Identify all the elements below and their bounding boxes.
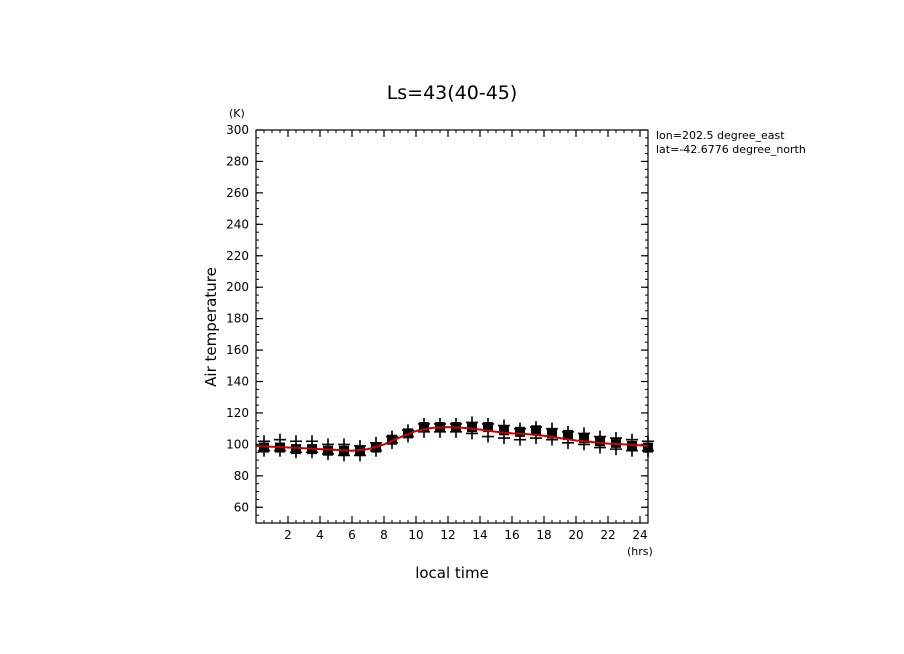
y-tick-label: 160: [226, 343, 249, 357]
chart-title: Ls=43(40-45): [387, 82, 518, 104]
y-tick-label: 280: [226, 154, 249, 168]
x-tick-label: 8: [380, 528, 388, 542]
y-tick-label: 260: [226, 186, 249, 200]
square-point: [483, 422, 493, 433]
x-tick-label: 6: [348, 528, 356, 542]
y-tick-label: 120: [226, 406, 249, 420]
y-tick-label: 220: [226, 249, 249, 263]
annotation-lat: lat=-42.6776 degree_north: [656, 143, 806, 156]
x-tick-label: 14: [472, 528, 487, 542]
square-point: [259, 442, 269, 453]
square-point: [515, 426, 525, 437]
square-point: [611, 437, 621, 448]
square-point: [531, 425, 541, 436]
x-tick-label: 12: [440, 528, 455, 542]
square-point: [547, 428, 557, 439]
square-point: [595, 436, 605, 447]
annotation-lon: lon=202.5 degree_east: [656, 129, 785, 142]
square-point: [627, 440, 637, 451]
y-tick-label: 180: [226, 312, 249, 326]
y-tick-label: 100: [226, 437, 249, 451]
square-point: [419, 422, 429, 433]
x-tick-label: 16: [504, 528, 519, 542]
square-point: [323, 445, 333, 456]
y-tick-label: 200: [226, 280, 249, 294]
x-tick-label: 20: [568, 528, 583, 542]
y-axis-unit: (K): [229, 107, 245, 120]
square-point: [387, 434, 397, 445]
y-tick-label: 80: [234, 469, 249, 483]
axis-ticks: 2 4 6 8 10 12 14 16 18 20 22 2460801001201401601802…: [226, 123, 648, 542]
x-axis-unit: (hrs): [627, 545, 653, 558]
square-point: [563, 429, 573, 440]
cross-point: [482, 430, 494, 443]
x-tick-label: 10: [408, 528, 423, 542]
square-point: [499, 425, 509, 436]
y-tick-label: 60: [234, 500, 249, 514]
y-axis-label: Air temperature: [202, 267, 220, 387]
fit-line: [255, 426, 649, 452]
x-tick-label: 18: [536, 528, 551, 542]
x-tick-label: 2: [284, 528, 292, 542]
y-tick-label: 300: [226, 123, 249, 137]
x-tick-label: 22: [600, 528, 615, 542]
plot-frame: [255, 129, 649, 524]
data-layer: [255, 416, 654, 462]
x-axis-label: local time: [415, 564, 489, 582]
x-tick-label: 24: [632, 528, 647, 542]
x-tick-label: 4: [316, 528, 324, 542]
y-tick-label: 240: [226, 217, 249, 231]
y-tick-label: 140: [226, 375, 249, 389]
square-point: [467, 422, 477, 433]
square-point: [579, 433, 589, 444]
square-point: [291, 444, 301, 455]
